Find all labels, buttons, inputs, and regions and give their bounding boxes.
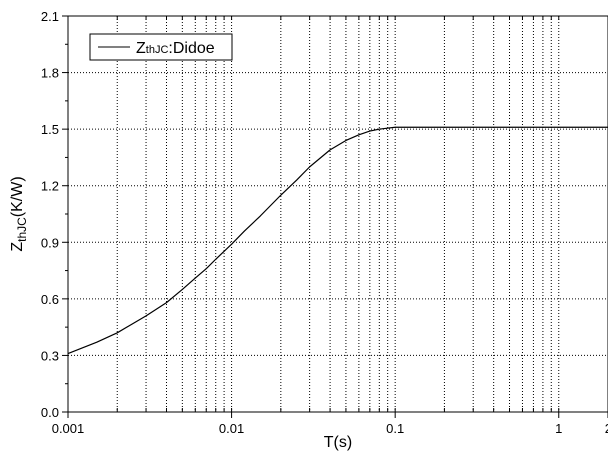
y-axis-title-unit: (K/W) xyxy=(9,176,26,217)
tick-labels: 0.0 0.3 0.6 0.9 1.2 1.5 1.8 2.1 0.001 0.01 0.1 1 2 xyxy=(41,9,608,436)
legend-label-sub: thJC xyxy=(146,44,169,56)
legend-label: ZthJC:Didoe xyxy=(136,40,215,57)
y-axis-title-sub: thJC xyxy=(15,217,29,242)
y-tick-label: 0.3 xyxy=(41,348,59,363)
x-axis-title: T(s) xyxy=(324,434,352,451)
legend-label-rest: :Didoe xyxy=(168,40,214,57)
x-tick-label: 2 xyxy=(605,421,608,436)
y-axis-title-main: Z xyxy=(9,242,26,252)
y-tick-label: 0.6 xyxy=(41,292,59,307)
series-layer xyxy=(67,126,608,355)
grid xyxy=(68,16,608,412)
x-tick-label: 0.01 xyxy=(219,421,244,436)
y-tick-label: 0.9 xyxy=(41,235,59,250)
y-tick-label: 2.1 xyxy=(41,9,59,24)
x-tick-label: 1 xyxy=(555,421,562,436)
y-tick-label: 1.5 xyxy=(41,122,59,137)
y-axis-title: ZthJC(K/W) xyxy=(9,176,29,251)
plot-frame xyxy=(67,15,608,413)
series-line xyxy=(67,126,608,355)
axis-ticks xyxy=(62,15,608,418)
y-tick-label: 1.8 xyxy=(41,66,59,81)
legend: ZthJC:Didoe xyxy=(89,33,233,61)
x-tick-label: 0.001 xyxy=(52,421,85,436)
legend-label-main: Z xyxy=(136,40,146,57)
y-tick-label: 0.0 xyxy=(41,405,59,420)
y-tick-label: 1.2 xyxy=(41,179,59,194)
x-tick-label: 0.1 xyxy=(386,421,404,436)
